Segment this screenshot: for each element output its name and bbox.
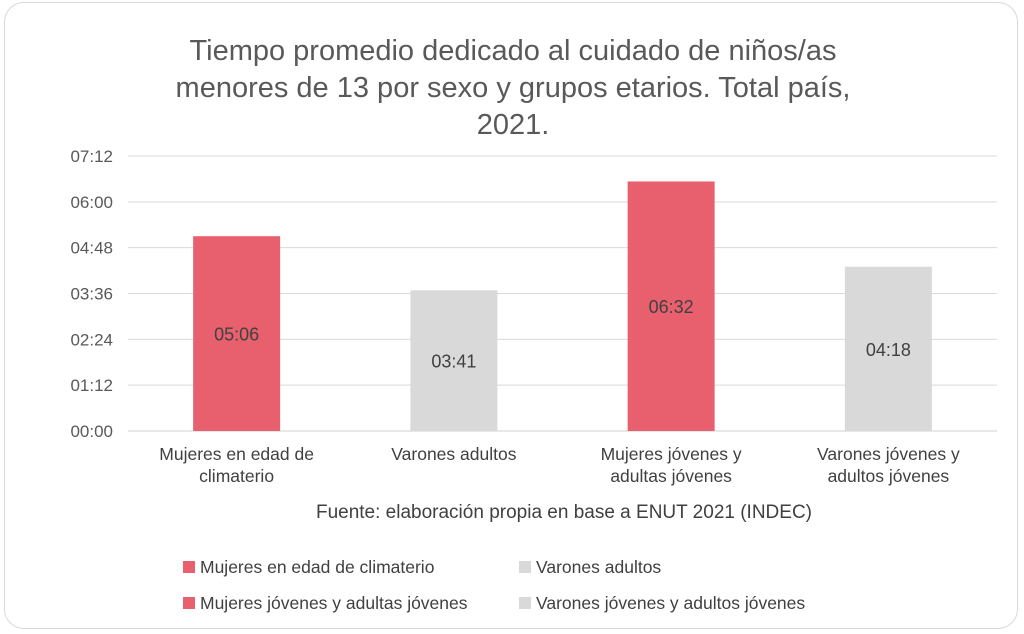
x-category-label: Varones jóvenes y bbox=[817, 444, 960, 464]
legend-swatch bbox=[519, 597, 531, 609]
x-category-label: adultas jóvenes bbox=[610, 466, 732, 486]
chart-title-line-2: menores de 13 por sexo y grupos etarios.… bbox=[176, 72, 851, 104]
bar bbox=[844, 266, 932, 431]
bar bbox=[193, 236, 281, 431]
legend-swatch bbox=[183, 561, 195, 573]
bar-data-label: 06:32 bbox=[649, 297, 694, 317]
x-category-label: adultos jóvenes bbox=[828, 466, 950, 486]
legend-label: Mujeres jóvenes y adultas jóvenes bbox=[200, 593, 468, 613]
chart-title: Tiempo promedio dedicado al cuidado de n… bbox=[176, 35, 851, 141]
legend-label: Varones adultos bbox=[536, 557, 661, 577]
chart-title-line-1: Tiempo promedio dedicado al cuidado de n… bbox=[189, 35, 836, 67]
y-axis-ticks: 00:00 01:12 02:24 03:36 04:48 06:00 07:12 bbox=[70, 147, 113, 441]
y-tick-label: 02:24 bbox=[70, 330, 113, 349]
legend: Mujeres en edad de climaterio Varones adu… bbox=[183, 557, 805, 613]
bar-data-label: 03:41 bbox=[431, 352, 476, 372]
bar-data-label: 05:06 bbox=[214, 325, 259, 345]
x-category-label: climaterio bbox=[199, 466, 274, 486]
source-note: Fuente: elaboración propia en base a ENU… bbox=[316, 502, 812, 523]
y-tick-label: 00:00 bbox=[70, 422, 113, 441]
x-category-label: Mujeres jóvenes y bbox=[601, 444, 742, 464]
y-tick-label: 03:36 bbox=[70, 285, 113, 304]
y-tick-label: 04:48 bbox=[70, 239, 113, 258]
x-category-label: Varones adultos bbox=[391, 444, 516, 464]
bar bbox=[410, 290, 498, 431]
legend-label: Mujeres en edad de climaterio bbox=[200, 557, 434, 577]
legend-label: Varones jóvenes y adultos jóvenes bbox=[536, 593, 805, 613]
bar-data-label: 04:18 bbox=[866, 340, 911, 360]
bar bbox=[627, 181, 715, 431]
legend-swatch bbox=[519, 561, 531, 573]
bars: 05:06 03:41 06:32 04:18 bbox=[193, 181, 932, 431]
chart-title-line-3: 2021. bbox=[477, 109, 550, 141]
y-tick-label: 01:12 bbox=[70, 376, 113, 395]
x-category-label: Mujeres en edad de bbox=[159, 444, 314, 464]
y-tick-label: 06:00 bbox=[70, 193, 113, 212]
legend-swatch bbox=[183, 597, 195, 609]
y-tick-label: 07:12 bbox=[70, 147, 113, 166]
